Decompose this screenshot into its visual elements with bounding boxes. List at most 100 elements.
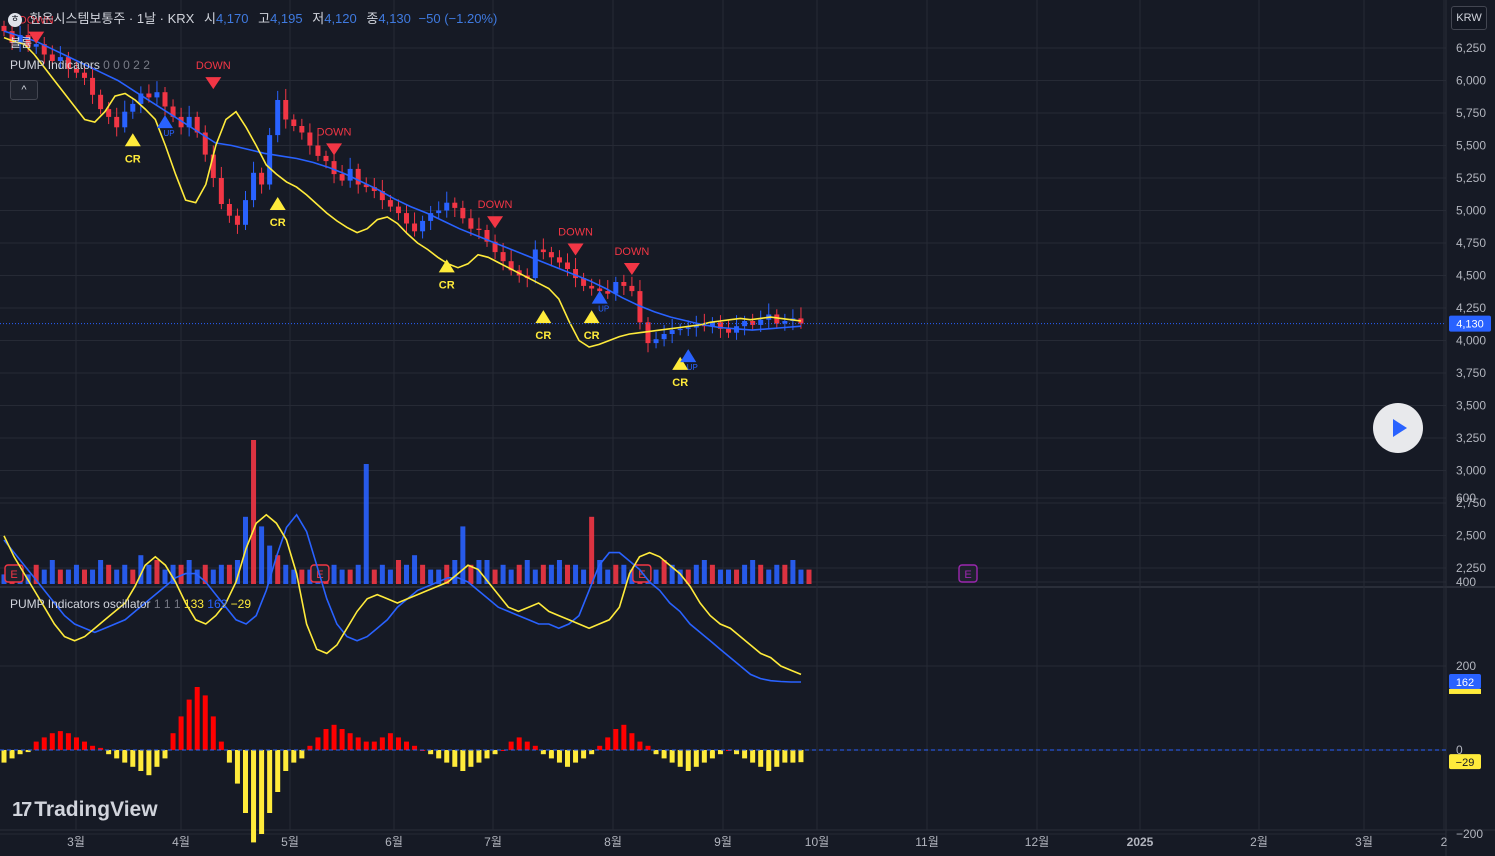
time-tick-label: 6월	[385, 835, 403, 849]
histogram-bar	[508, 741, 514, 750]
histogram-bar	[65, 733, 71, 750]
volume-bar	[484, 560, 490, 584]
candle-body	[540, 249, 546, 253]
indicator-legend[interactable]: PUMP Indicators 0 0 0 2 2	[10, 58, 150, 72]
histogram-bar	[395, 737, 401, 750]
cr-arrow-icon	[438, 259, 455, 273]
candle-body	[170, 106, 176, 117]
candle-body	[613, 282, 619, 294]
candle-body	[653, 339, 659, 344]
volume-bar	[202, 564, 208, 584]
candle-body	[460, 207, 466, 219]
up-signal-label: UP	[598, 305, 609, 314]
candle-body	[404, 213, 409, 224]
volume-bar	[556, 560, 562, 584]
volume-bars	[1, 440, 812, 584]
earnings-marker-label: E	[638, 569, 645, 581]
histogram-bar	[138, 750, 144, 771]
osc-hist-badge	[1449, 754, 1481, 770]
candle-body	[267, 135, 273, 185]
cr-signal-label: CR	[535, 330, 551, 342]
price-tick-label: 2,750	[1456, 496, 1486, 510]
histogram-bar	[758, 750, 764, 767]
volume-bar	[218, 564, 224, 584]
histogram-bar	[565, 750, 570, 767]
histogram-bar	[114, 750, 120, 759]
candle-body	[65, 57, 71, 69]
price-tick-label: 4,500	[1456, 269, 1486, 283]
histogram-bar	[404, 741, 409, 750]
histogram-bar	[573, 750, 579, 763]
volume-bar	[540, 564, 546, 584]
candle-body	[452, 202, 458, 208]
down-signal-label: DOWN	[558, 227, 593, 239]
candle-body	[508, 261, 514, 271]
histogram-bar	[637, 741, 643, 750]
candle-body	[275, 100, 281, 136]
oscillator-legend[interactable]: PUMP Indicators oscillator 1 1 1 133 162…	[10, 597, 251, 611]
candle-body	[661, 334, 667, 340]
histogram-bar	[186, 699, 192, 750]
volume-bar	[709, 564, 715, 584]
volume-bar	[347, 569, 353, 584]
candle-body	[355, 168, 361, 185]
price-tick-label: 6,250	[1456, 41, 1486, 55]
volume-bar	[1, 574, 7, 584]
volume-bar	[758, 564, 764, 584]
down-arrow-icon	[28, 31, 45, 44]
oscillator-name: PUMP Indicators oscillator	[10, 597, 151, 611]
histogram-bar	[782, 750, 788, 763]
volume-bar	[339, 569, 345, 584]
tradingview-mark-icon: 17	[12, 799, 32, 821]
last-price-badge	[1449, 315, 1491, 332]
histogram-bar	[532, 745, 538, 750]
candle-body	[444, 202, 450, 211]
histogram-bar	[202, 695, 208, 750]
histogram-bar	[291, 750, 297, 763]
candle-body	[114, 116, 120, 128]
histogram-bar	[589, 750, 595, 755]
histogram-bar	[41, 737, 47, 750]
osc-value-badge	[1449, 673, 1481, 689]
play-button[interactable]	[1373, 403, 1423, 453]
down-arrow-icon	[205, 77, 222, 90]
cr-signal-label: CR	[584, 330, 600, 342]
candle-body	[323, 155, 329, 162]
price-tick-label: 5,750	[1456, 106, 1486, 120]
oscillator-axis: 600 400 200 0 −200	[1456, 491, 1483, 841]
candle-body	[597, 288, 603, 292]
collapse-legend-button[interactable]: ^	[10, 80, 38, 100]
volume-bar	[98, 560, 104, 584]
price-tick-label: 4,750	[1456, 236, 1486, 250]
volume-bar	[33, 564, 39, 584]
histogram-bar	[709, 750, 715, 759]
candle-body	[243, 200, 248, 225]
up-arrow-icon	[157, 115, 173, 129]
symbol-title[interactable]: 한온시스템보통주 · 1날 · KRX	[29, 11, 195, 26]
candle-body	[645, 322, 651, 344]
volume-legend[interactable]: 볼륨	[10, 36, 33, 50]
volume-bar	[291, 569, 297, 584]
histogram-bar	[717, 750, 723, 755]
candle-body	[556, 257, 562, 263]
histogram-bar	[178, 716, 184, 750]
candle-body	[750, 321, 756, 325]
candle-body	[331, 161, 337, 175]
play-icon	[1393, 419, 1407, 437]
volume-bar	[226, 564, 232, 584]
low-value: 4,120	[324, 11, 357, 26]
volume-bar	[573, 564, 579, 584]
candle-body	[194, 116, 200, 133]
volume-bar	[685, 569, 691, 584]
cr-arrow-icon	[535, 310, 552, 324]
candle-body	[484, 230, 490, 242]
histogram-bar	[259, 750, 265, 834]
time-tick-label: 9월	[714, 835, 732, 849]
histogram-bar	[226, 750, 232, 763]
currency-button[interactable]: KRW	[1451, 6, 1487, 30]
candle-body	[154, 92, 160, 98]
symbol-logo-icon: ㅎ	[8, 12, 22, 27]
candle-body	[387, 200, 393, 207]
candle-body	[41, 44, 47, 55]
